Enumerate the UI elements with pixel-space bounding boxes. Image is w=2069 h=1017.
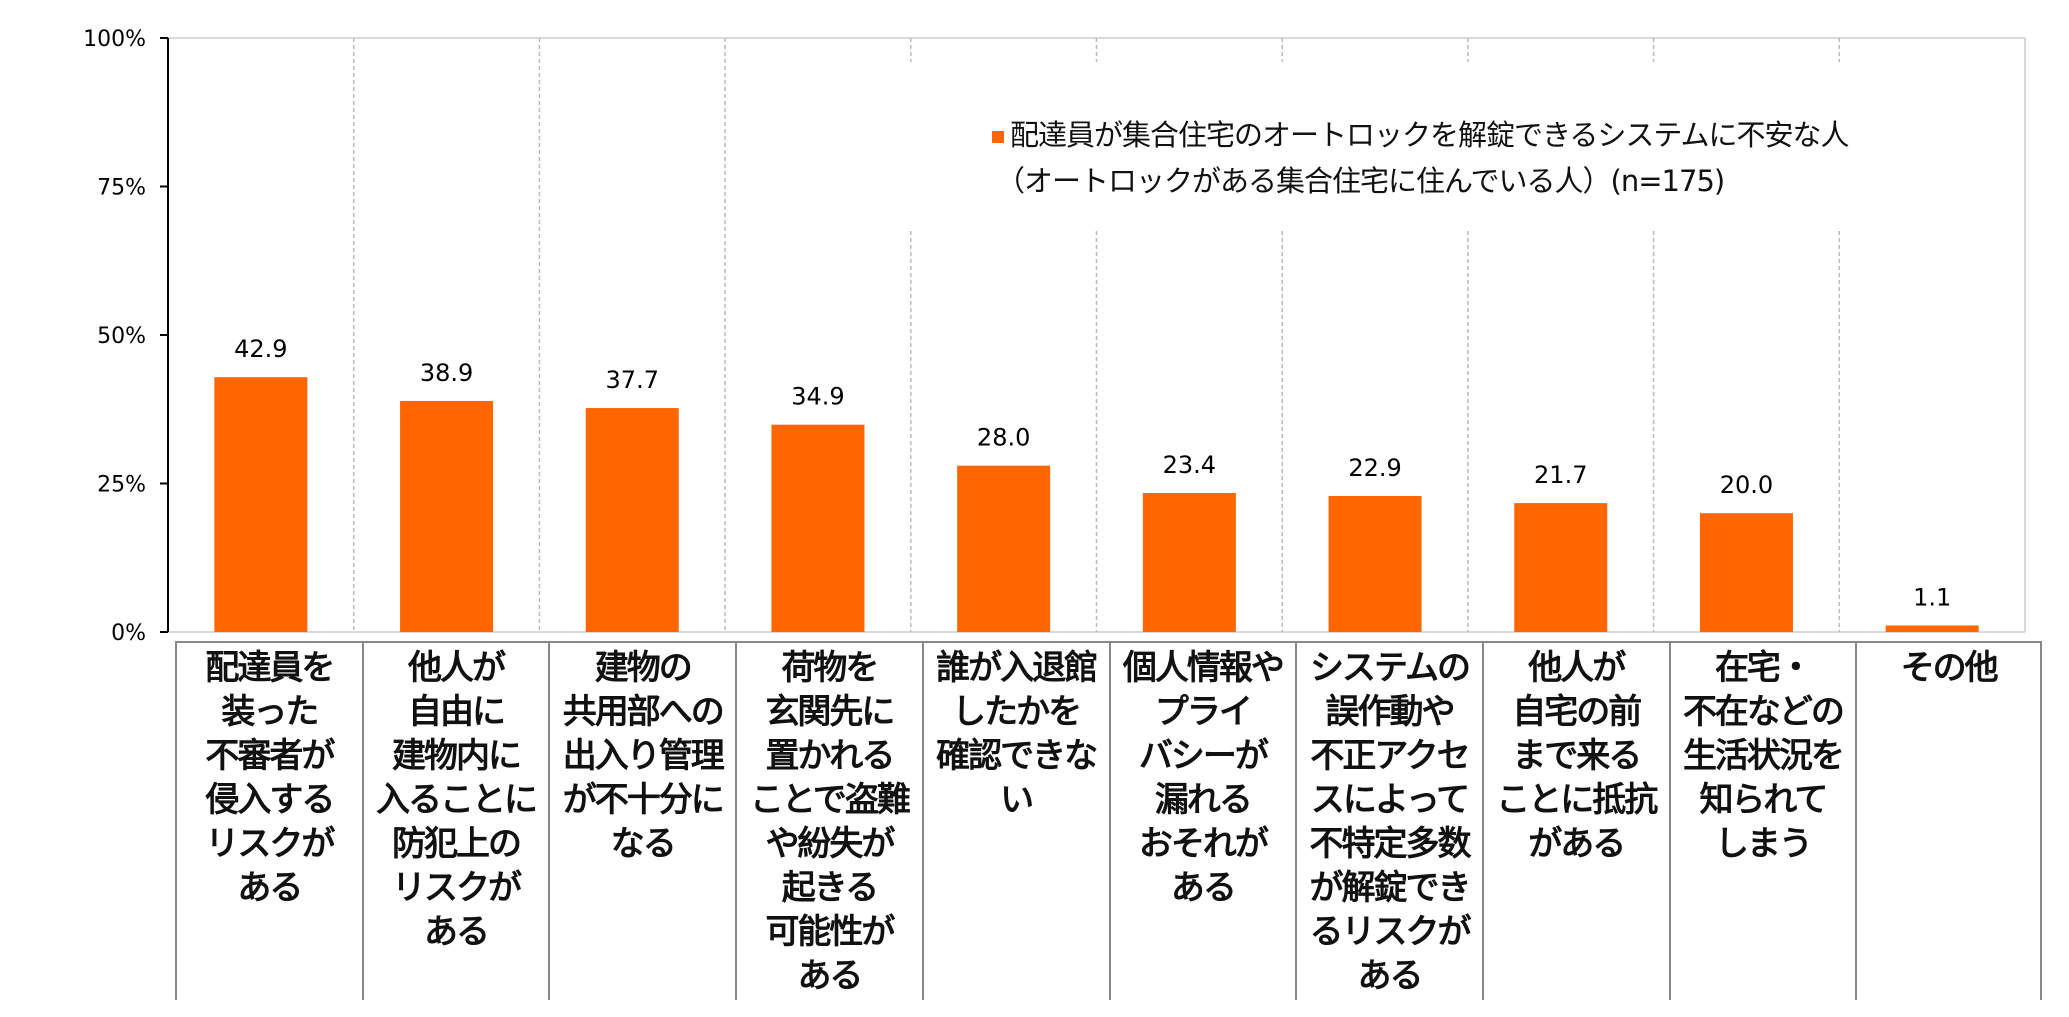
bar: [771, 424, 865, 632]
legend-swatch: [992, 131, 1004, 143]
y-tick-label: 25%: [97, 473, 146, 498]
data-label: 20.0: [1720, 471, 1773, 499]
data-label: 21.7: [1534, 461, 1587, 489]
data-label: 28.0: [977, 424, 1030, 452]
data-label: 1.1: [1913, 583, 1951, 611]
data-label: 22.9: [1348, 454, 1401, 482]
data-label: 37.7: [606, 366, 659, 394]
category-label: その他: [1855, 642, 2042, 1000]
data-label: 34.9: [791, 383, 844, 411]
bar: [1885, 625, 1979, 632]
category-label: 荷物を 玄関先に 置かれる ことで盗難 や紛失が 起きる 可能性が ある: [735, 642, 922, 1000]
y-tick-label: 0%: [111, 621, 146, 646]
y-tick-label: 75%: [97, 176, 146, 201]
data-label: 38.9: [420, 359, 473, 387]
category-label: 誰が入退館 したかを 確認できな い: [921, 642, 1109, 1000]
bar: [957, 465, 1051, 632]
bar: [585, 408, 679, 632]
category-label: 他人が 自由に 建物内に 入ることに 防犯上の リスクが ある: [361, 642, 549, 1000]
bar: [1328, 495, 1422, 632]
data-label: 23.4: [1163, 451, 1216, 479]
bar: [214, 377, 308, 632]
y-tick-label: 100%: [83, 27, 146, 52]
bar: [1514, 503, 1608, 632]
legend: 配達員が集合住宅のオートロックを解錠できるシステムに不安な人 （オートロックがあ…: [992, 112, 1850, 204]
bar: [1142, 493, 1236, 632]
category-label: 他人が 自宅の前 まで来る ことに抵抗 がある: [1481, 642, 1669, 1000]
category-label: 建物の 共用部への 出入り管理 が不十分に なる: [548, 642, 735, 1000]
data-label: 42.9: [234, 335, 287, 363]
y-tick-label: 50%: [97, 324, 146, 349]
category-label: 在宅・ 不在などの 生活状況を 知られて しまう: [1668, 642, 1856, 1000]
legend-line-1: 配達員が集合住宅のオートロックを解錠できるシステムに不安な人: [1010, 118, 1850, 152]
category-label: システムの 誤作動や 不正アクセ スによって 不特定多数 が解錠でき るリスクが…: [1295, 642, 1482, 1000]
bar: [1699, 513, 1793, 632]
category-label: 個人情報や プライ バシーが 漏れる おそれが ある: [1108, 642, 1296, 1000]
bar: [400, 400, 494, 632]
legend-line-2: （オートロックがある集合住宅に住んでいる人）(n=175): [996, 164, 1725, 198]
category-label: 配達員を 装った 不審者が 侵入する リスクが ある: [175, 642, 362, 1000]
